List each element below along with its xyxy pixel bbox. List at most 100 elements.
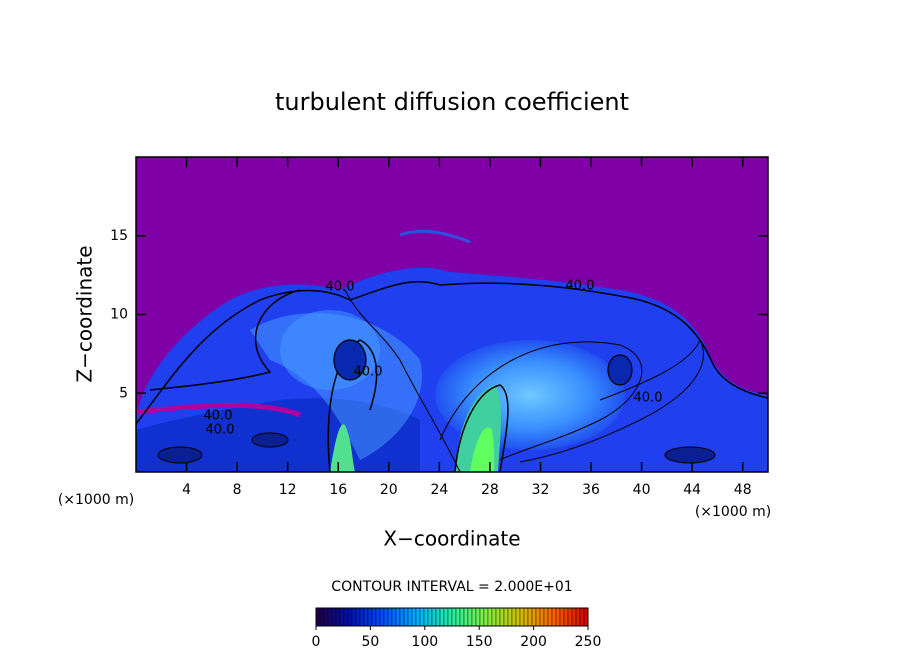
colorbar-cell [523, 607, 529, 627]
colorbar-cell [499, 607, 505, 627]
colorbar-cell [535, 607, 541, 627]
x-tick-label: 48 [734, 482, 752, 498]
colorbar-cell [447, 607, 453, 627]
colorbar-cell [495, 607, 501, 627]
colorbar-cell [455, 607, 461, 627]
colorbar-cell [531, 607, 537, 627]
colorbar-tick-label: 200 [520, 634, 547, 650]
y-tick-label: 15 [110, 228, 128, 244]
colorbar-cell [335, 607, 341, 627]
contour-label: 40.0 [354, 365, 383, 380]
colorbar-cell [431, 607, 437, 627]
colorbar-cell [435, 607, 441, 627]
x-tick-label: 44 [683, 482, 701, 498]
colorbar-cell [355, 607, 361, 627]
field [136, 157, 768, 472]
contour-label: 40.0 [634, 391, 663, 406]
colorbar-cell [359, 607, 365, 627]
colorbar-cell [363, 607, 369, 627]
chart-title: turbulent diffusion coefficient [275, 88, 629, 116]
colorbar-cell [415, 607, 421, 627]
colorbar-cell [579, 607, 585, 627]
contour-label: 40.0 [326, 280, 355, 295]
colorbar-cell [327, 607, 333, 627]
colorbar-cell [391, 607, 397, 627]
colorbar-cell [555, 607, 561, 627]
contour-label: 40.0 [204, 409, 233, 424]
colorbar-cell [527, 607, 533, 627]
colorbar-cell [567, 607, 573, 627]
colorbar-cell [459, 607, 465, 627]
colorbar-cell [487, 607, 493, 627]
colorbar-cell [367, 607, 373, 627]
colorbar-cell [343, 607, 349, 627]
colorbar-cell [563, 607, 569, 627]
colorbar-cell [539, 607, 545, 627]
x-tick-label: 28 [481, 482, 499, 498]
colorbar-cell [395, 607, 401, 627]
colorbar-cell [515, 607, 521, 627]
colorbar-cell [451, 607, 457, 627]
colorbar-cell [547, 607, 553, 627]
colorbar-tick-label: 250 [575, 634, 602, 650]
colorbar-cell [475, 607, 481, 627]
colorbar-cell [351, 607, 357, 627]
colorbar-cell [383, 607, 389, 627]
colorbar-cell [399, 607, 405, 627]
x-tick-label: 8 [233, 482, 242, 498]
colorbar-cell [483, 607, 489, 627]
colorbar-cell [419, 607, 425, 627]
colorbar-cell [439, 607, 445, 627]
colorbar-cell [375, 607, 381, 627]
y-tick-label: 10 [110, 307, 128, 323]
colorbar-tick-label: 150 [466, 634, 493, 650]
colorbar-cell [543, 607, 549, 627]
colorbar-cell [371, 607, 377, 627]
colorbar-tick-label: 0 [312, 634, 321, 650]
colorbar-tick-label: 100 [411, 634, 438, 650]
colorbar-cell [551, 607, 557, 627]
colorbar-cell [379, 607, 385, 627]
colorbar-cell [479, 607, 485, 627]
x-tick-label: 40 [633, 482, 651, 498]
colorbar-cell [467, 607, 473, 627]
colorbar-cell [571, 607, 577, 627]
x-axis-label: X−coordinate [383, 527, 520, 551]
colorbar-cell [443, 607, 449, 627]
colorbar-cell [403, 607, 409, 627]
x-tick-label: 36 [582, 482, 600, 498]
colorbar-cell [503, 607, 509, 627]
colorbar-cell [323, 607, 329, 627]
colorbar-cell [559, 607, 565, 627]
x-unit-label: (×1000 m) [58, 492, 134, 508]
colorbar-cell [331, 607, 337, 627]
colorbar-cell [411, 607, 417, 627]
x-tick-label: 16 [329, 482, 347, 498]
x-tick-label: 12 [279, 482, 297, 498]
colorbar-frame [315, 607, 589, 627]
colorbar-cell [315, 607, 321, 627]
contour-interval: CONTOUR INTERVAL = 2.000E+01 [331, 579, 572, 595]
colorbar-tick-label: 50 [361, 634, 379, 650]
y-axis-label: Z−coordinate [73, 245, 97, 382]
x-tick-label: 4 [182, 482, 191, 498]
colorbar-cell [491, 607, 497, 627]
colorbar-cell [423, 607, 429, 627]
colorbar-cell [319, 607, 325, 627]
colorbar-cell [471, 607, 477, 627]
colorbar-cell [407, 607, 413, 627]
contour-label: 40.0 [206, 423, 235, 438]
colorbar-cell [575, 607, 581, 627]
colorbar-cell [427, 607, 433, 627]
colorbar-cell [463, 607, 469, 627]
colorbar-cell [347, 607, 353, 627]
x-tick-label: 32 [532, 482, 550, 498]
colorbar-cell [507, 607, 513, 627]
colorbar-cell [519, 607, 525, 627]
x-tick-label: 24 [430, 482, 448, 498]
y-tick-label: 5 [119, 385, 128, 401]
contour-label: 40.0 [566, 279, 595, 294]
colorbar-cell [511, 607, 517, 627]
colorbar-cell [387, 607, 393, 627]
